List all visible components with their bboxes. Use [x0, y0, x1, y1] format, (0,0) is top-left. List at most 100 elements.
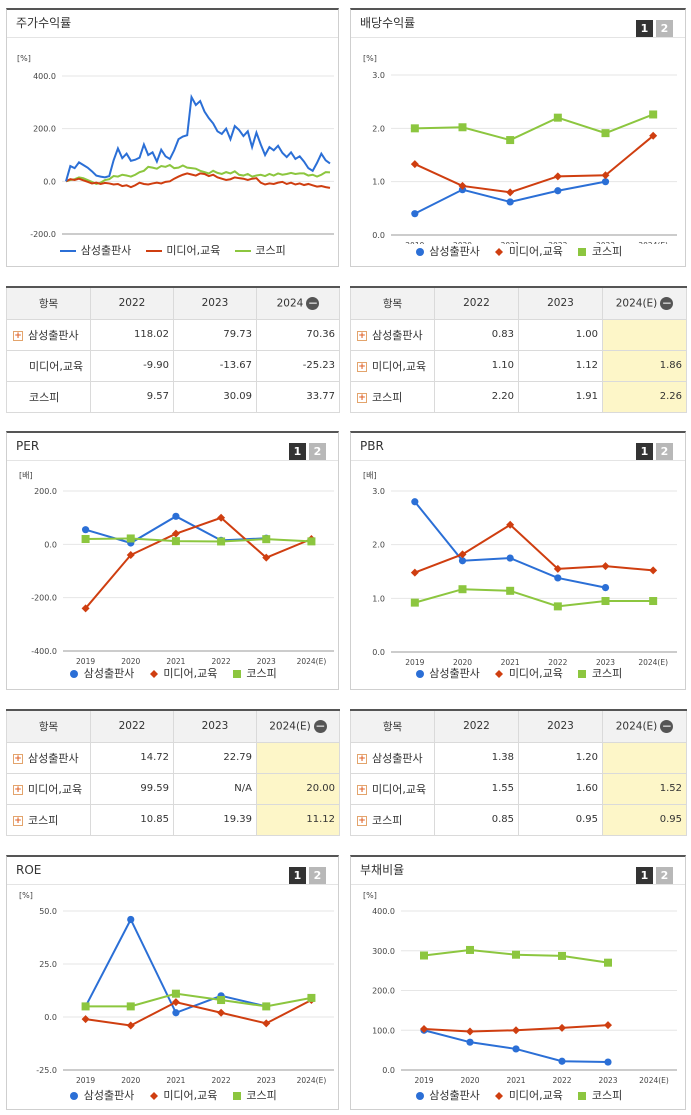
table-cell: 14.72 [90, 741, 174, 774]
row-label[interactable]: + 삼성출판사 [350, 741, 435, 774]
column-header-year: 2024− [256, 286, 340, 320]
legend-samsung[interactable]: 삼성출판사 [414, 1087, 480, 1103]
legend-media[interactable]: 미디어,교육 [493, 243, 563, 259]
legend-media[interactable]: 미디어,교육 [493, 1087, 563, 1103]
expand-plus-icon[interactable]: + [13, 815, 23, 826]
kospi-line [65, 163, 331, 186]
pbr-table: 항목 2022 2023 2024(E) − + 삼성출판사 1.38 1.20 + 미디어,교육 1… [350, 709, 687, 836]
expand-plus-icon[interactable]: + [357, 361, 367, 372]
chart-legend: 삼성출판사 미디어,교육 코스피 [7, 242, 338, 258]
kospi-line [85, 992, 312, 1008]
page-1-button[interactable]: 1 [289, 867, 306, 884]
media-point [512, 1026, 520, 1035]
collapse-icon[interactable]: − [660, 718, 674, 733]
expand-plus-icon[interactable]: + [357, 815, 367, 826]
samsung-point [466, 1038, 474, 1046]
expand-plus-icon[interactable]: + [13, 784, 23, 795]
page-1-button[interactable]: 1 [636, 20, 653, 37]
roe-chart: [%] 50.0 25.0 0.0 -25.0 2019 2020 2021 2022 2023 2… [19, 891, 334, 1085]
media-point [601, 171, 610, 180]
table-row: + 삼성출판사 1.38 1.20 [350, 741, 687, 774]
row-label[interactable]: + 미디어,교육 [350, 772, 435, 805]
legend-samsung[interactable]: 삼성출판사 [60, 244, 132, 257]
row-label[interactable]: + 코스피 [6, 803, 91, 836]
table-row: 코스피 9.57 30.09 33.77 [6, 380, 340, 413]
samsung-point [127, 915, 135, 924]
table-cell: -25.23 [256, 349, 340, 382]
expand-plus-icon[interactable]: + [357, 330, 367, 341]
x-tick-label: 2021 [501, 658, 520, 667]
legend-media[interactable]: 미디어,교육 [145, 244, 221, 257]
y-tick-label: 0.0 [372, 231, 385, 240]
y-tick-label: 2.0 [372, 541, 385, 550]
kospi-point [307, 993, 316, 1002]
expand-plus-icon[interactable]: + [13, 330, 23, 341]
x-tick-label: 2023 [257, 657, 276, 666]
collapse-icon[interactable]: − [306, 295, 320, 310]
page-2-button[interactable]: 2 [309, 867, 326, 884]
expand-plus-icon[interactable]: + [357, 784, 367, 795]
legend-kospi[interactable]: 코스피 [576, 243, 622, 259]
per-table: 항목 2022 2023 2024(E) − + 삼성출판사 14.72 22.79 + 미디어,교… [6, 709, 340, 836]
column-header-year: 2023 [518, 286, 603, 320]
column-header-year: 2023 [173, 709, 257, 743]
expand-plus-icon[interactable]: + [357, 392, 367, 403]
per-chart: [배]200.0 0.0 -200.0 -400.0 2019 2020 2021 2022 2… [19, 471, 334, 666]
page-2-button[interactable]: 2 [656, 20, 673, 37]
unit-label: [배] [363, 471, 377, 480]
unit-label: [%] [17, 54, 31, 63]
kospi-point [307, 537, 316, 546]
y-tick-label: -200.0 [31, 594, 57, 603]
legend-kospi[interactable]: 코스피 [231, 665, 277, 681]
legend-samsung[interactable]: 삼성출판사 [68, 665, 134, 681]
y-tick-label: 3.0 [372, 487, 385, 496]
legend-media[interactable]: 미디어,교육 [493, 665, 563, 681]
kospi-point [649, 110, 658, 119]
kospi-point [458, 585, 467, 594]
legend-media[interactable]: 미디어,교육 [148, 1087, 217, 1103]
legend-kospi[interactable]: 코스피 [576, 1087, 622, 1103]
row-label[interactable]: + 삼성출판사 [350, 318, 435, 351]
table-cell: 99.59 [90, 772, 174, 805]
row-label: 코스피 [6, 380, 91, 413]
page-1-button[interactable]: 1 [289, 443, 306, 460]
row-label[interactable]: + 미디어,교육 [350, 349, 435, 382]
media-line [414, 135, 654, 194]
y-tick-label: 0.0 [372, 648, 385, 657]
chart-legend: 삼성출판사 미디어,교육 코스피 [351, 665, 685, 681]
expand-plus-icon[interactable]: + [13, 753, 23, 764]
page-1-button[interactable]: 1 [636, 867, 653, 884]
row-label[interactable]: + 삼성출판사 [6, 318, 91, 351]
kospi-point [553, 602, 562, 611]
legend-kospi[interactable]: 코스피 [234, 244, 286, 257]
media-point [126, 551, 135, 559]
row-label[interactable]: + 미디어,교육 [6, 772, 91, 805]
legend-kospi[interactable]: 코스피 [231, 1087, 277, 1103]
table-cell: 33.77 [256, 380, 340, 413]
y-tick-label: 1.0 [372, 594, 385, 603]
legend-samsung[interactable]: 삼성출판사 [414, 243, 480, 259]
y-tick-label: 3.0 [372, 71, 385, 80]
page-2-button[interactable]: 2 [656, 443, 673, 460]
legend-kospi[interactable]: 코스피 [576, 665, 622, 681]
legend-media[interactable]: 미디어,교육 [148, 665, 217, 681]
collapse-icon[interactable]: − [660, 295, 674, 310]
samsung-point [601, 584, 610, 592]
collapse-icon[interactable]: − [313, 718, 327, 733]
legend-samsung[interactable]: 삼성출판사 [68, 1087, 134, 1103]
page-2-button[interactable]: 2 [309, 443, 326, 460]
row-label[interactable]: + 코스피 [350, 803, 435, 836]
media-point [420, 1025, 428, 1034]
legend-samsung[interactable]: 삼성출판사 [414, 665, 480, 681]
row-label[interactable]: + 삼성출판사 [6, 741, 91, 774]
page-2-button[interactable]: 2 [656, 867, 673, 884]
expand-plus-icon[interactable]: + [357, 753, 367, 764]
row-label[interactable]: + 코스피 [350, 380, 435, 413]
page-1-button[interactable]: 1 [636, 443, 653, 460]
x-tick-label: 2020 [121, 1076, 140, 1085]
column-header-item: 항목 [350, 286, 435, 320]
table-cell [602, 741, 687, 774]
